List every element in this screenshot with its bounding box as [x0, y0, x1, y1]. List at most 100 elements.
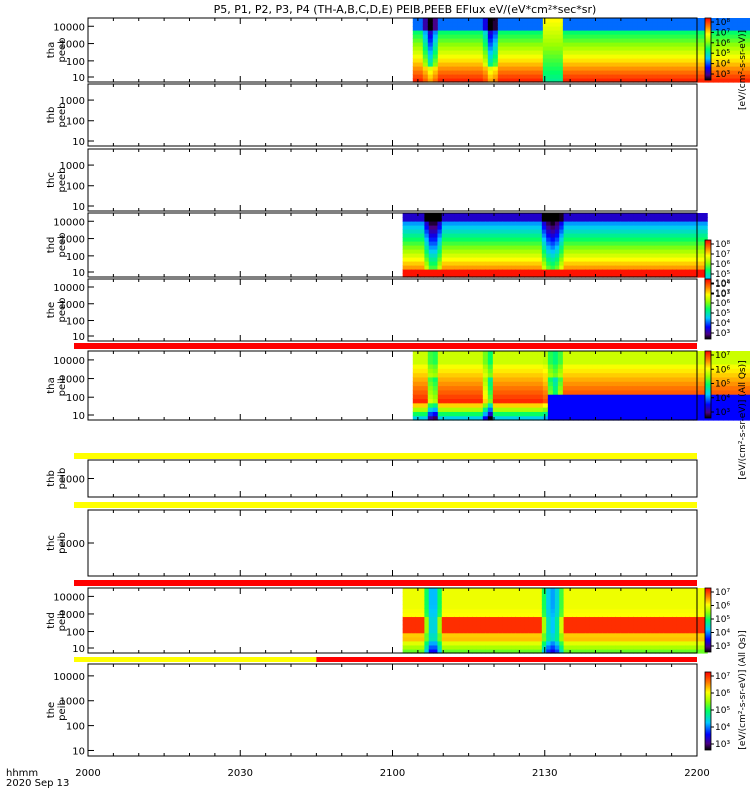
heatmap-cell — [676, 632, 682, 638]
heatmap-cell — [467, 245, 473, 250]
heatmap-cell — [681, 217, 686, 222]
heatmap-cell — [452, 351, 459, 356]
heatmap-cell — [572, 620, 578, 626]
heatmap-cell — [727, 62, 734, 67]
heatmap-cell — [611, 269, 617, 274]
heatmap-cell — [737, 26, 744, 31]
heatmap-cell — [637, 245, 643, 250]
heatmap-cell — [533, 620, 539, 626]
heatmap-cell — [577, 407, 584, 412]
heatmap-cell — [457, 385, 464, 391]
heatmap-cell — [467, 22, 474, 27]
heatmap-cell — [722, 381, 729, 387]
heatmap-cell — [742, 30, 749, 35]
heatmap-cell — [677, 398, 684, 404]
heatmap-cell — [602, 359, 609, 365]
heatmap-cell — [722, 402, 729, 408]
heatmap-cell — [589, 616, 595, 622]
heatmap-cell — [480, 604, 486, 609]
heatmap-cell — [432, 30, 439, 35]
heatmap-cell — [512, 372, 519, 378]
heatmap-cell — [722, 385, 729, 391]
heatmap-cell — [563, 237, 569, 242]
heatmap-cell — [642, 372, 649, 378]
heatmap-cell — [727, 355, 734, 361]
heatmap-cell — [547, 62, 554, 67]
heatmap-cell — [585, 628, 591, 634]
heatmap-cell — [633, 616, 639, 622]
heatmap-cell — [747, 54, 750, 59]
heatmap-cell — [437, 253, 443, 258]
heatmap-cell — [452, 74, 459, 79]
heatmap-cell — [698, 265, 704, 270]
heatmap-cell — [685, 225, 691, 230]
heatmap-cell — [637, 229, 643, 234]
heatmap-cell — [697, 415, 704, 421]
heatmap-cell — [441, 596, 447, 601]
heatmap-cell — [647, 372, 654, 378]
heatmap-cell — [747, 389, 750, 395]
heatmap-cell — [515, 217, 521, 222]
heatmap-cell — [681, 612, 686, 618]
heatmap-cell — [689, 616, 695, 622]
heatmap-cell — [607, 355, 614, 361]
heatmap-cell — [533, 616, 539, 622]
heatmap-cell — [552, 46, 559, 51]
heatmap-cell — [402, 624, 408, 630]
heatmap-cell — [502, 620, 508, 626]
heatmap-cell — [577, 50, 584, 55]
heatmap-cell — [557, 42, 564, 47]
heatmap-cell — [602, 66, 609, 71]
heatmap-cell — [692, 46, 699, 51]
heatmap-cell — [459, 245, 465, 250]
panel-frame — [87, 83, 698, 147]
heatmap-cell — [427, 398, 434, 404]
heatmap-cell — [732, 38, 739, 43]
heatmap-cell — [657, 62, 664, 67]
heatmap-cell — [659, 257, 665, 262]
heatmap-cell — [467, 368, 474, 374]
heatmap-cell — [672, 221, 678, 226]
heatmap-cell — [402, 265, 408, 270]
heatmap-cell — [428, 221, 434, 226]
heatmap-cell — [552, 26, 559, 31]
heatmap-cell — [462, 22, 469, 27]
heatmap-cell — [528, 273, 534, 278]
heatmap-cell — [412, 34, 419, 39]
heatmap-cell — [415, 257, 421, 262]
heatmap-cell — [642, 62, 649, 67]
heatmap-cell — [682, 381, 689, 387]
heatmap-cell — [472, 38, 479, 43]
heatmap-cell — [624, 241, 630, 246]
heatmap-cell — [587, 54, 594, 59]
heatmap-cell — [552, 66, 559, 71]
heatmap-cell — [552, 411, 559, 417]
heatmap-cell — [587, 78, 594, 83]
heatmap-cell — [654, 636, 660, 642]
colorbar-tick-label: 10³ — [715, 408, 730, 418]
heatmap-cell — [594, 620, 599, 626]
heatmap-cell — [582, 389, 589, 395]
heatmap-cell — [677, 381, 684, 387]
heatmap-cell — [682, 394, 689, 400]
heatmap-cell — [662, 385, 669, 391]
heatmap-cell — [627, 389, 634, 395]
heatmap-cell — [542, 22, 549, 27]
heatmap-cell — [589, 269, 595, 274]
heatmap-cell — [567, 30, 574, 35]
heatmap-cell — [452, 415, 459, 421]
heatmap-cell — [681, 245, 686, 250]
heatmap-cell — [612, 398, 619, 404]
heatmap-cell — [672, 50, 679, 55]
heatmap-cell — [420, 261, 425, 266]
heatmap-cell — [582, 70, 589, 75]
heatmap-cell — [717, 74, 724, 79]
heatmap-cell — [442, 78, 449, 83]
heatmap-cell — [417, 46, 424, 51]
heatmap-cell — [411, 213, 417, 218]
heatmap-cell — [589, 636, 595, 642]
heatmap-cell — [742, 368, 749, 374]
heatmap-cell — [732, 74, 739, 79]
heatmap-cell — [520, 588, 526, 593]
heatmap-cell — [627, 381, 634, 387]
